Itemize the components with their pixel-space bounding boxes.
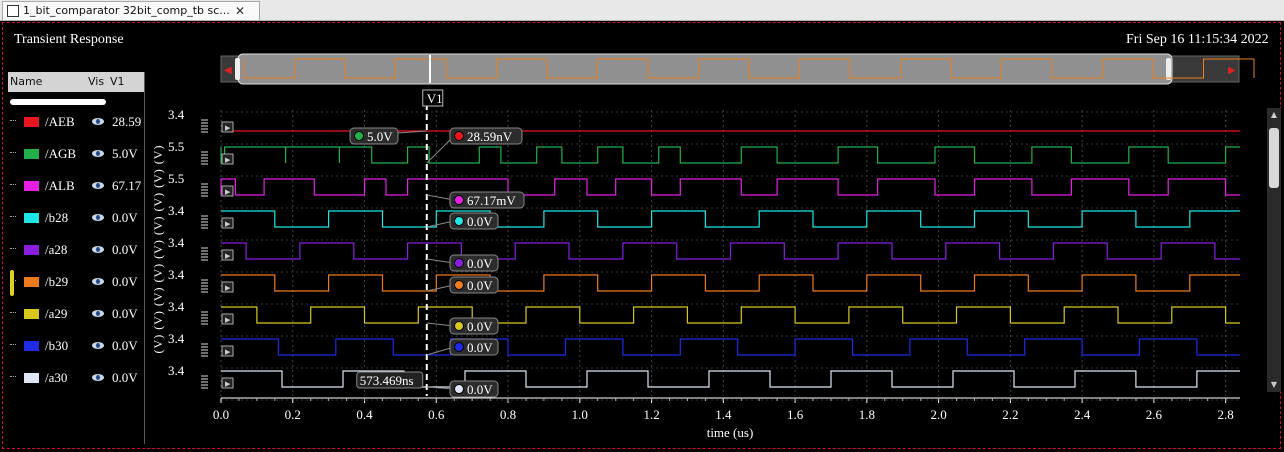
marker-dot-icon	[455, 343, 464, 352]
marker-value: 0.0V	[467, 256, 493, 271]
play-icon: ▶	[225, 124, 231, 132]
x-tick-label: 1.4	[715, 407, 732, 422]
marker-dot-icon	[455, 259, 464, 268]
trace-b30	[221, 339, 1240, 355]
strip-scale-label: 3.4	[168, 235, 185, 250]
play-icon: ▶	[225, 348, 231, 356]
strip-scale-label: 3.4	[168, 203, 185, 218]
play-icon: ▶	[225, 188, 231, 196]
marker-dot-icon	[355, 132, 364, 141]
overview-left-handle[interactable]	[235, 58, 240, 80]
marker-dot-icon	[455, 281, 464, 290]
play-icon: ▶	[225, 380, 231, 388]
overview-trace	[244, 59, 1254, 78]
signal-traces: ▶ ▶ ▶ ▶ ▶ ▶ ▶ ▶ ▶	[221, 122, 1240, 388]
x-tick-label: 1.2	[643, 407, 659, 422]
trace-alb	[221, 179, 1240, 195]
x-tick-label: 2.6	[1146, 407, 1163, 422]
marker-value: 5.0V	[367, 129, 393, 144]
trace-b28	[221, 211, 1240, 227]
trace-a28	[221, 243, 1240, 259]
marker-value: 0.0V	[467, 340, 493, 355]
strip-scale-label: 5.5	[168, 139, 184, 154]
x-tick-label: 0.6	[428, 407, 445, 422]
marker-value: 0.0V	[467, 382, 493, 397]
trace-agb	[221, 147, 1240, 163]
play-icon: ▶	[225, 252, 231, 260]
cursor-name: V1	[427, 91, 443, 106]
strip-scale-label: 5.5	[168, 171, 184, 186]
x-tick-label: 2.8	[1218, 407, 1234, 422]
x-tick-label: 0.4	[356, 407, 373, 422]
x-tick-label: 2.4	[1074, 407, 1091, 422]
x-tick-label: 0.8	[500, 407, 516, 422]
play-icon: ▶	[225, 284, 231, 292]
x-axis: 0.0 0.2 0.4 0.6 0.8 1.0 1.2 1.4 1.6 1.8 2.0 2.2 2.4 2…	[213, 398, 1240, 440]
overview-right-arrow-icon[interactable]: ▶	[1228, 65, 1236, 76]
play-icon: ▶	[225, 316, 231, 324]
marker-value: 28.59nV	[467, 129, 513, 144]
marker-dot-icon	[455, 322, 464, 331]
marker-value: 0.0V	[467, 319, 493, 334]
play-icon: ▶	[225, 220, 231, 228]
marker-dot-icon	[455, 385, 464, 394]
marker-dot-icon	[455, 132, 464, 141]
trace-a29	[221, 307, 1240, 323]
overview-navigator[interactable]: ◀ ▶	[221, 54, 1254, 84]
x-tick-label: 1.0	[572, 407, 588, 422]
overview-right-handle[interactable]	[1166, 58, 1171, 80]
marker-value: 0.0V	[467, 214, 493, 229]
marker-dot-icon	[455, 217, 464, 226]
x-axis-label: time (us)	[707, 425, 754, 440]
marker-value: 0.0V	[467, 278, 493, 293]
x-tick-label: 2.2	[1002, 407, 1018, 422]
strip-scale-label: 3.4	[168, 299, 185, 314]
strip-scale-label: 3.4	[168, 363, 185, 378]
marker-value: 67.17mV	[467, 193, 516, 208]
strip-scale-label: 3.4	[168, 267, 185, 282]
x-tick-label: 0.0	[213, 407, 229, 422]
strip-scale-label: 3.4	[168, 331, 185, 346]
cursor-time-readout: 573.469ns	[360, 373, 414, 388]
strip-scale-label: 3.4	[168, 107, 185, 122]
x-tick-label: 1.6	[787, 407, 804, 422]
trace-b29	[221, 275, 1240, 291]
x-tick-label: 1.8	[859, 407, 875, 422]
x-tick-label: 0.2	[285, 407, 301, 422]
marker-dot-icon	[455, 196, 464, 205]
x-tick-label: 2.0	[930, 407, 946, 422]
strip-scales: 3.4 5.5 5.5 3.4 3.4 3.4 3.4 3.4 3.4	[168, 107, 208, 388]
play-icon: ▶	[225, 156, 231, 164]
overview-left-arrow-icon[interactable]: ◀	[224, 65, 232, 76]
